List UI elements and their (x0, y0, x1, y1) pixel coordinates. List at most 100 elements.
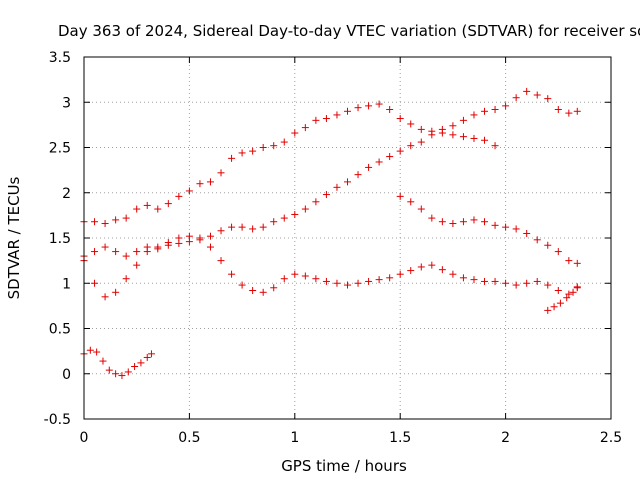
data-point (533, 236, 541, 244)
points-layer (80, 87, 581, 380)
data-point (312, 275, 320, 283)
data-point (301, 124, 309, 132)
x-tick-label: 1 (290, 430, 299, 446)
data-point (112, 288, 120, 296)
data-point (481, 277, 489, 285)
data-point (417, 138, 425, 146)
y-tick-label: 2 (62, 186, 71, 202)
data-point (523, 229, 531, 237)
data-point (491, 142, 499, 150)
data-point (344, 178, 351, 186)
data-point (438, 125, 446, 133)
data-point (105, 366, 113, 374)
data-point (124, 368, 132, 376)
data-point (428, 214, 436, 222)
data-point (354, 279, 362, 287)
data-point (175, 192, 183, 200)
data-point (91, 279, 99, 287)
data-point (502, 102, 510, 110)
data-point (396, 270, 404, 278)
data-point (291, 270, 299, 278)
data-point (417, 125, 425, 133)
data-point (573, 259, 581, 267)
data-point (481, 218, 489, 226)
data-point (438, 266, 446, 274)
data-point (550, 303, 558, 311)
data-point (291, 210, 299, 218)
data-point (280, 214, 288, 222)
y-axis-label: SDTVAR / TECUs (5, 176, 23, 299)
data-point (375, 100, 383, 108)
data-point (86, 346, 94, 354)
data-point (164, 200, 172, 208)
data-point (101, 220, 109, 228)
data-point (470, 216, 478, 224)
data-point (112, 216, 120, 224)
data-point (375, 276, 383, 284)
data-point (322, 115, 330, 123)
data-point (185, 187, 193, 195)
data-point (417, 263, 425, 271)
data-point (512, 281, 520, 289)
y-tick-label: 3 (62, 95, 71, 111)
data-point (122, 214, 130, 222)
data-point (270, 284, 278, 292)
data-point (196, 180, 204, 188)
data-point (238, 223, 246, 231)
data-point (143, 353, 151, 361)
data-point (133, 261, 141, 269)
data-point (291, 129, 299, 137)
data-point (502, 223, 510, 231)
data-point (365, 102, 373, 110)
data-point (428, 261, 436, 269)
x-tick-label: 1.5 (389, 430, 411, 446)
data-point (491, 221, 499, 229)
data-point (154, 205, 162, 213)
data-point (217, 257, 225, 265)
data-point (270, 142, 278, 150)
data-point (533, 91, 541, 99)
data-point (544, 95, 552, 103)
data-point (238, 149, 246, 157)
data-point (386, 274, 394, 282)
data-point (554, 105, 562, 113)
data-point (544, 306, 552, 314)
data-point (459, 218, 467, 226)
data-point (206, 243, 214, 251)
data-point (491, 105, 499, 113)
data-point (533, 277, 541, 285)
data-point (228, 154, 236, 162)
data-point (147, 350, 155, 358)
data-point (396, 115, 404, 123)
data-point (301, 272, 309, 280)
data-point (491, 277, 499, 285)
data-point (544, 281, 552, 289)
data-point (459, 133, 467, 141)
y-tick-label: 3.5 (49, 50, 71, 66)
y-tick-label: 0 (62, 367, 71, 383)
data-point (407, 120, 415, 128)
data-point (196, 236, 204, 244)
data-point (259, 144, 267, 151)
data-point (249, 286, 257, 294)
data-point (563, 294, 571, 302)
data-point (481, 107, 489, 115)
data-point (407, 198, 415, 206)
data-point (428, 131, 436, 139)
data-point (365, 163, 373, 171)
y-tick-label: 1.5 (49, 231, 71, 247)
data-point (312, 116, 320, 124)
data-point (131, 363, 139, 371)
data-point (565, 109, 573, 117)
data-point (407, 267, 415, 275)
data-point (344, 107, 351, 115)
data-point (470, 276, 478, 284)
data-point (322, 191, 330, 199)
data-point (417, 205, 425, 213)
data-point (259, 288, 267, 296)
data-point (470, 111, 478, 119)
data-point (133, 205, 141, 213)
data-point (449, 270, 457, 278)
data-point (238, 281, 246, 289)
data-point (449, 220, 457, 228)
